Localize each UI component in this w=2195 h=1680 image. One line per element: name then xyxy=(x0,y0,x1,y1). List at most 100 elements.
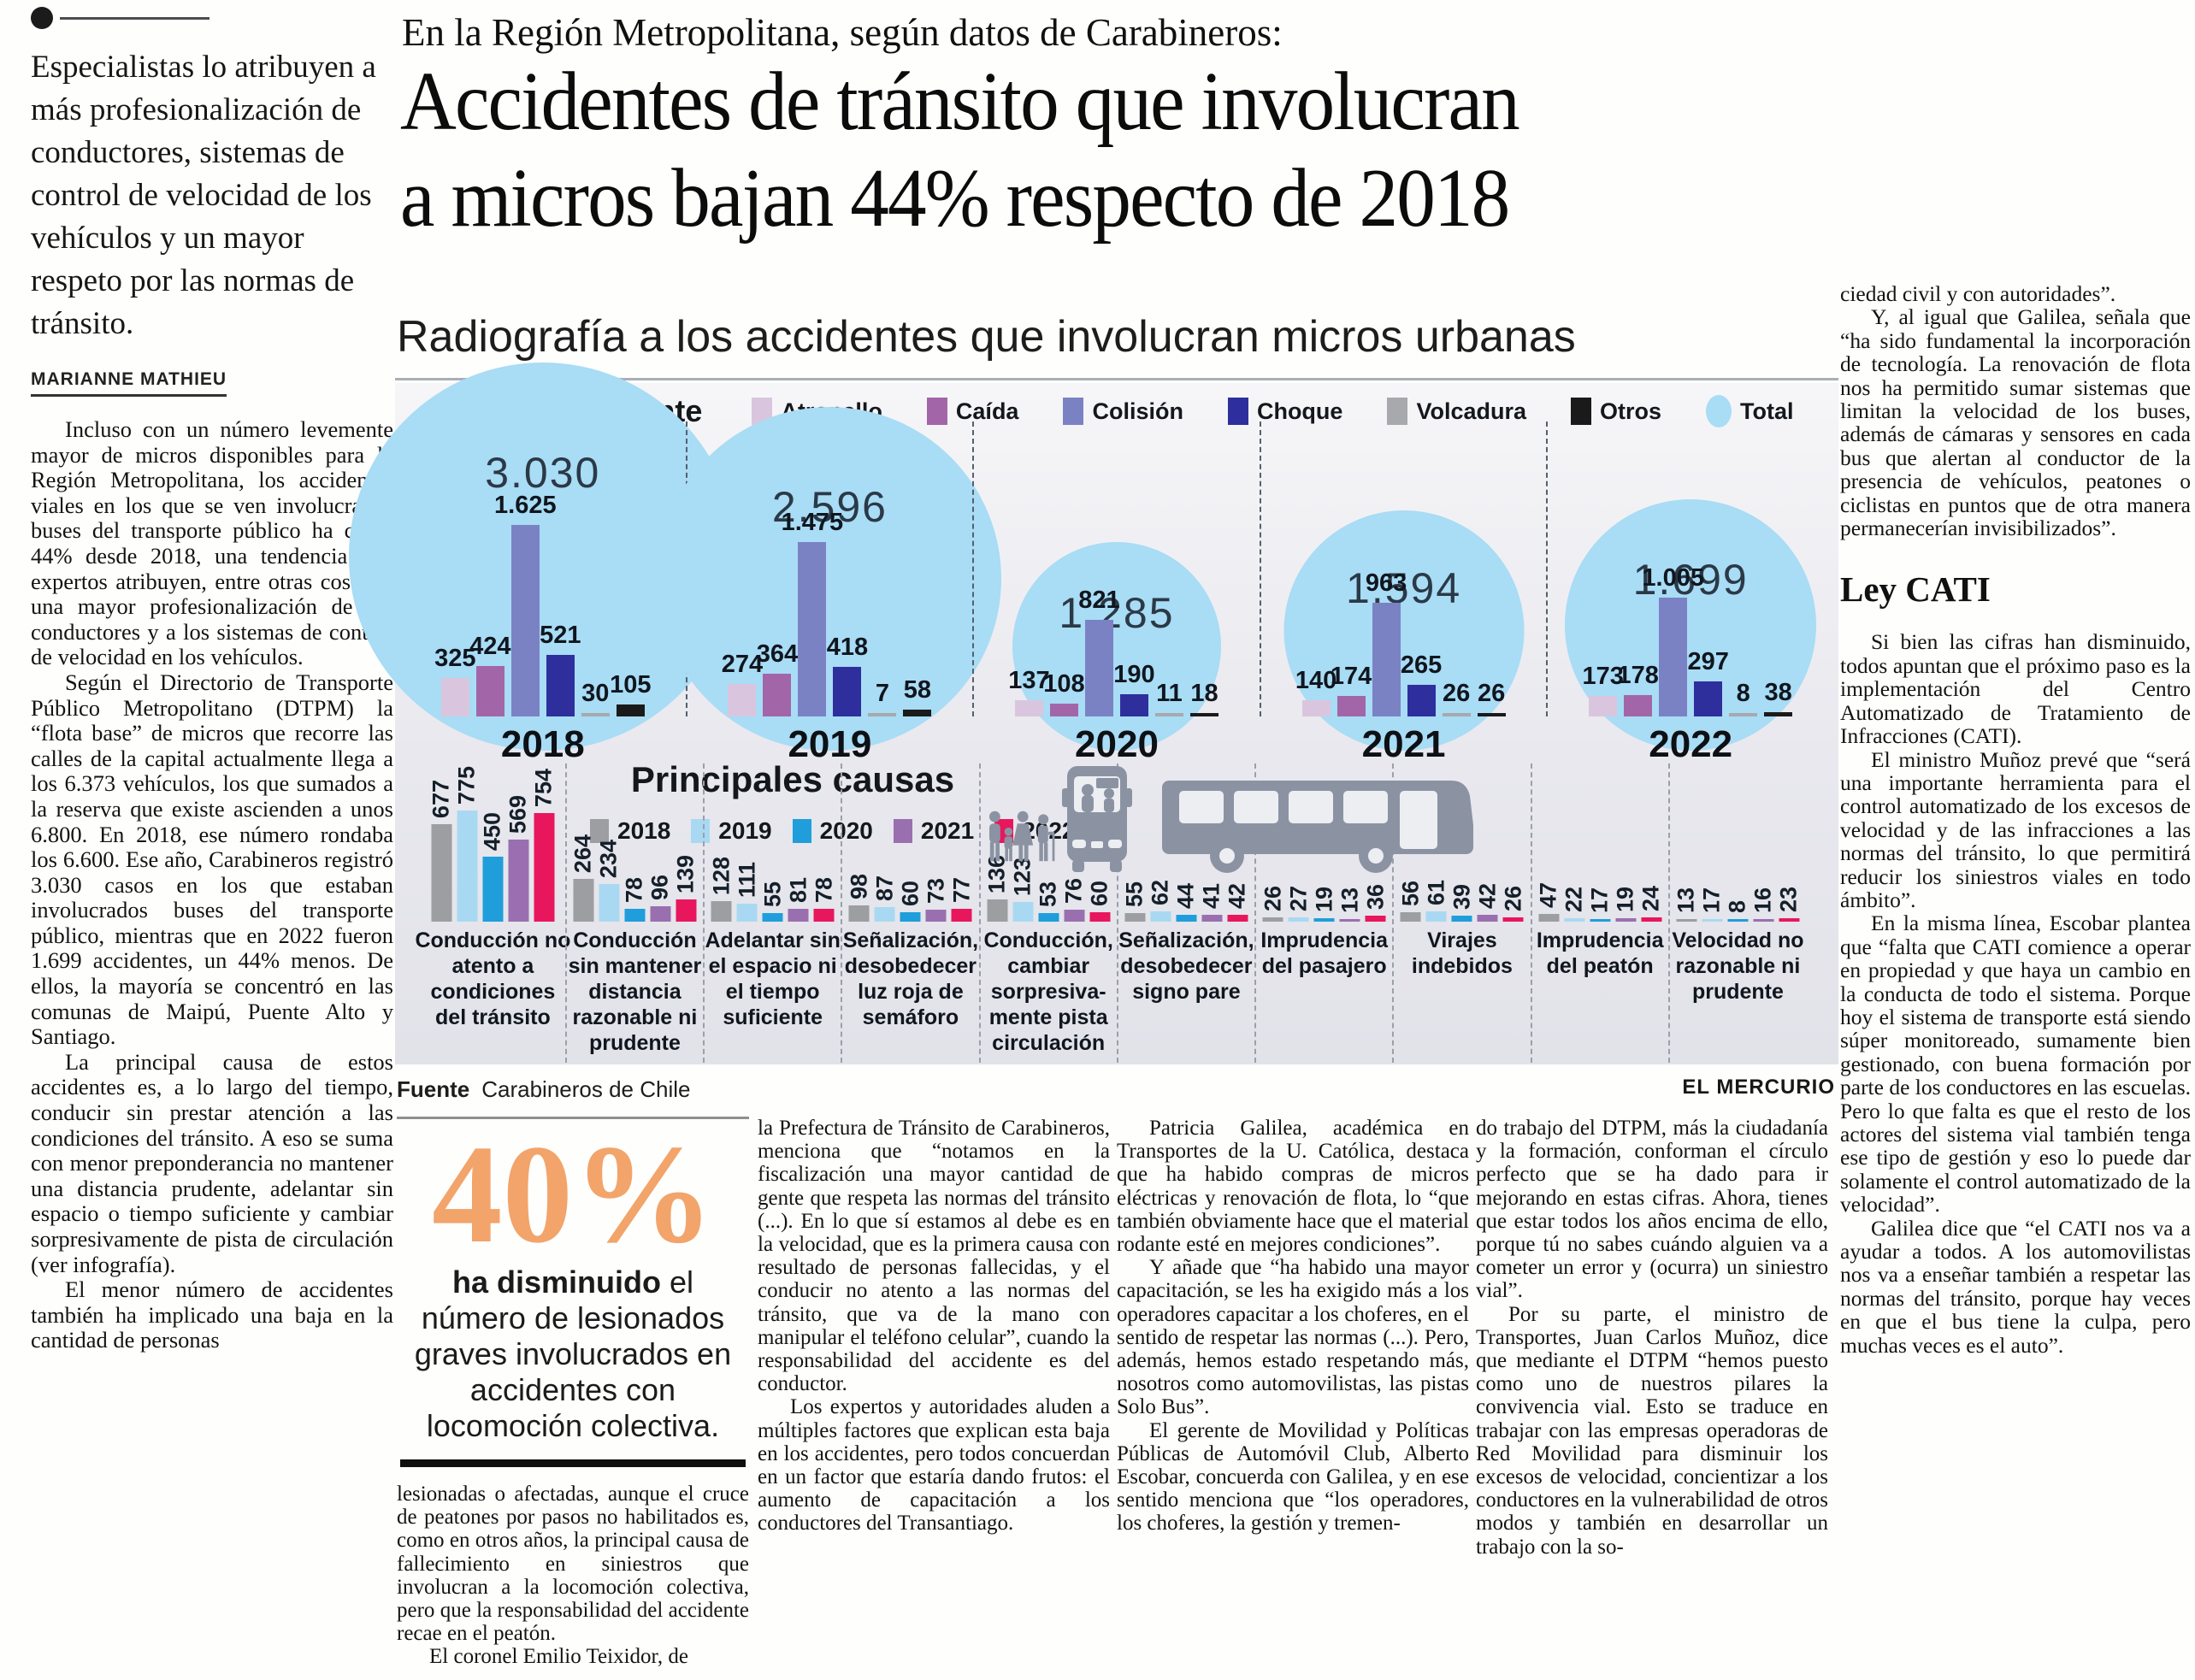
legend-item-choque: Choque xyxy=(1227,398,1342,425)
headline: Accidentes de tránsito que involucran a … xyxy=(400,53,1520,246)
bar-value-label: 173 xyxy=(1582,663,1624,690)
total-label-2020: 1.285 xyxy=(1059,589,1175,637)
legend-item-caída: Caída xyxy=(926,398,1019,425)
bar-2020-cause1 xyxy=(482,857,504,922)
infographic-panel: Radiografía a los accidentes que involuc… xyxy=(348,308,1838,1106)
paragraph: lesionadas o afectadas, aunque el cruce … xyxy=(397,1483,749,1646)
bar-value-label: 105 xyxy=(610,671,652,699)
bar-group: 26 xyxy=(1260,886,1285,922)
legend-label: Caída xyxy=(955,398,1019,424)
bar-group: 24 xyxy=(1637,885,1664,922)
paragraph: Según el Directorio de Transporte Públic… xyxy=(31,669,393,1050)
bar-group: 140 xyxy=(1295,667,1336,716)
bar-value-label: 24 xyxy=(1637,885,1664,911)
bar-group: 36 xyxy=(1362,884,1388,922)
bar-choque-2020 xyxy=(1119,694,1148,716)
bar-atropello-2022 xyxy=(1589,696,1618,716)
bar-group: 60 xyxy=(897,881,923,922)
causa-group-6: 55 62 44 41 42 Señalización, desobedecer sign… xyxy=(1116,763,1254,1063)
bar-value-label: 39 xyxy=(1449,883,1475,910)
bars-2019: 274 364 1.475 418 7 58 xyxy=(722,509,933,716)
bar-value-label: 569 xyxy=(504,794,531,834)
legend-swatch xyxy=(792,819,811,843)
column-2: 40% ha disminuido el número de lesionado… xyxy=(397,1117,749,1669)
bar-caída-2020 xyxy=(1049,704,1078,716)
causa-bars: 677 775 450 569 754 xyxy=(428,765,557,922)
year-group-2022: 1.699 173 178 1.005 297 8 38 2022 xyxy=(1546,421,1833,765)
causa-group-5: 136 123 53 76 60 Conducción, cambiar sorpresi… xyxy=(978,763,1117,1063)
causa-label: Imprudencia del pasajero xyxy=(1260,928,1388,978)
bar-2022-cause8 xyxy=(1502,917,1524,922)
bar-value-label: 775 xyxy=(453,765,480,805)
bar-2018-cause4 xyxy=(848,905,870,922)
bar-value-label: 963 xyxy=(1365,569,1407,597)
pullquote-rest: el número de lesionados graves involucra… xyxy=(414,1264,732,1443)
bar-value-label: 73 xyxy=(923,877,949,904)
column-5: do trabajo del DTPM, más la ciudadanía y… xyxy=(1476,1117,1828,1559)
legend-swatch xyxy=(1063,398,1084,425)
bar-choque-2018 xyxy=(546,655,575,716)
paragraph: El ministro Muñoz prevé que “será una im… xyxy=(1840,746,2191,912)
legend-label: Otros xyxy=(1600,398,1662,424)
bus-side-icon xyxy=(1160,774,1475,879)
bar-2020-cause7 xyxy=(1313,918,1335,922)
bar-2020-cause6 xyxy=(1176,915,1197,922)
bar-caída-2019 xyxy=(763,674,792,716)
bar-colisión-2022 xyxy=(1659,598,1688,716)
bar-group: 30 xyxy=(580,680,611,716)
bar-volcadura-2022 xyxy=(1729,713,1758,716)
bar-group: 18 xyxy=(1189,680,1220,716)
bar-group: 364 xyxy=(757,640,798,716)
bar-2022-cause9 xyxy=(1641,917,1662,922)
bar-group: 190 xyxy=(1113,661,1155,716)
paragraph: Y, al igual que Galilea, señala que “ha … xyxy=(1840,304,2191,541)
causa-label: Conducción no atento a condiciones del t… xyxy=(415,928,571,1029)
causa-bars: 56 61 39 42 26 xyxy=(1397,879,1525,922)
bar-value-label: 1.005 xyxy=(1642,564,1704,592)
bar-group: 297 xyxy=(1687,648,1729,716)
article-deck: Especialistas lo atribuyen a más profesi… xyxy=(31,50,376,341)
bar-group: 42 xyxy=(1474,883,1500,922)
bar-value-label: 178 xyxy=(1617,662,1659,689)
sidebar-paragraphs: Incluso con un número levemente mayor de… xyxy=(31,416,393,1353)
bar-caída-2022 xyxy=(1624,695,1653,716)
legend-label: Volcadura xyxy=(1416,398,1526,424)
bar-group: 55 xyxy=(1122,881,1148,922)
byline: MARIANNE MATHIEU xyxy=(31,369,227,397)
legend-swatch xyxy=(1227,398,1248,425)
bar-group: 78 xyxy=(811,877,836,922)
paragraph: Y añade que “ha habido una mayor capacit… xyxy=(1117,1256,1469,1419)
total-label-2022: 1.699 xyxy=(1632,556,1749,604)
paragraph: Por su parte, el ministro de Transportes… xyxy=(1476,1302,1828,1559)
bar-group: 62 xyxy=(1148,880,1173,922)
pullquote-number: 40% xyxy=(432,1116,714,1272)
bar-2019-cause1 xyxy=(457,811,478,922)
bar-value-label: 61 xyxy=(1423,879,1449,905)
bar-2019-cause7 xyxy=(1288,917,1309,922)
bar-group: 19 xyxy=(1311,886,1337,922)
legend-swatch xyxy=(590,819,609,843)
col4-text: Patricia Galilea, académica en Transport… xyxy=(1117,1117,1469,1536)
bar-2019-cause4 xyxy=(874,907,895,922)
bar-group: 325 xyxy=(434,645,476,716)
bar-value-label: 325 xyxy=(434,645,476,672)
bar-2021-cause1 xyxy=(508,840,529,922)
bar-group: 128 xyxy=(708,857,734,922)
causa-bars: 264 234 78 96 139 xyxy=(570,834,699,922)
bar-group: 136 xyxy=(984,855,1010,922)
legend-swatch xyxy=(926,398,947,425)
legend-item-volcadura: Volcadura xyxy=(1387,398,1526,425)
causas-chart: 677 775 450 569 754 Conducción no atento a co… xyxy=(415,763,1806,1063)
bar-2022-cause6 xyxy=(1227,915,1248,922)
bar-volcadura-2021 xyxy=(1442,713,1471,716)
bar-value-label: 754 xyxy=(530,768,557,807)
bar-2020-cause10 xyxy=(1727,919,1749,922)
paragraph: Patricia Galilea, académica en Transport… xyxy=(1117,1117,1469,1257)
causa-label: Conducción, cambiar sorpresiva- mente pi… xyxy=(983,928,1113,1055)
total-label-2018: 3.030 xyxy=(485,449,601,497)
bar-2022-cause5 xyxy=(1089,912,1111,922)
bar-group: 22 xyxy=(1561,887,1587,922)
bar-value-label: 8 xyxy=(1736,680,1750,707)
bar-value-label: 19 xyxy=(1311,886,1337,912)
title-rule xyxy=(395,378,1838,380)
